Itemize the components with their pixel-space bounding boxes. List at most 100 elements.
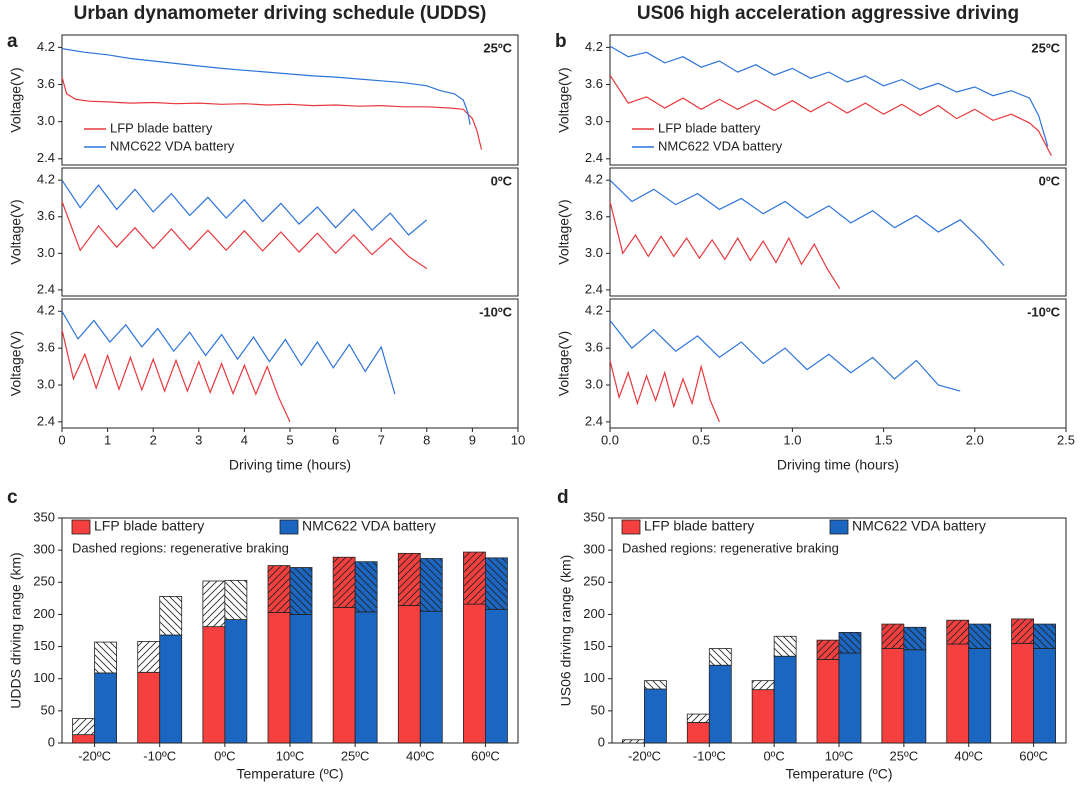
legend-label: LFP blade battery — [658, 120, 761, 135]
regen-bar — [463, 551, 486, 605]
y-tick-label: 350 — [33, 509, 55, 524]
x-tick-label: 25ºC — [341, 748, 370, 763]
y-tick-label: 2.4 — [37, 413, 55, 428]
voltage-line — [61, 310, 396, 395]
bar — [137, 671, 161, 744]
x-tick-label: 10ºC — [276, 748, 305, 763]
regen-bar — [332, 556, 356, 608]
x-tick-label: 3 — [195, 432, 202, 447]
regen-bar — [1033, 623, 1056, 649]
bar — [354, 611, 378, 744]
legend-label: NMC622 VDA battery — [110, 138, 235, 153]
panel-letter: d — [557, 487, 569, 508]
bar — [463, 603, 486, 744]
x-tick-label: 1.5 — [875, 432, 893, 447]
y-tick-label: 4.2 — [37, 172, 55, 187]
bar — [708, 664, 732, 744]
x-tick-label: 25ºC — [890, 748, 919, 763]
y-tick-label: 3.0 — [37, 113, 55, 128]
plot-frame — [61, 167, 519, 297]
x-tick-label: 1 — [104, 432, 111, 447]
plot-frame — [61, 34, 519, 166]
bar — [72, 734, 95, 744]
y-tick-label: 3.6 — [37, 76, 55, 91]
y-tick-label: 4.2 — [37, 303, 55, 318]
bar — [644, 688, 667, 744]
regen-bar — [1011, 618, 1034, 644]
panel-letter: a — [7, 31, 18, 52]
bar — [202, 626, 226, 744]
regen-bar — [751, 680, 775, 691]
y-tick-label: 3.0 — [585, 245, 603, 260]
regen-bar — [224, 579, 248, 620]
y-axis-label: UDDS driving range (km) — [8, 552, 24, 708]
y-tick-label: 50 — [41, 702, 55, 717]
y-tick-label: 3.6 — [585, 76, 603, 91]
voltage-line — [61, 48, 471, 125]
regen-bar — [816, 639, 840, 660]
bar — [289, 614, 313, 744]
bar — [686, 722, 710, 744]
regen-bar — [773, 635, 797, 657]
chart-title: Urban dynamometer driving schedule (UDDS… — [74, 3, 487, 24]
bar — [1033, 648, 1056, 744]
voltage-line — [61, 201, 428, 270]
temperature-label: -10ºC — [1027, 304, 1061, 319]
y-tick-label: 150 — [33, 638, 55, 653]
x-tick-label: -10ºC — [143, 748, 176, 763]
y-tick-label: 3.0 — [585, 113, 603, 128]
plot-frame — [609, 34, 1067, 166]
y-axis-label: Voltage(V) — [556, 199, 572, 264]
legend-label: LFP blade battery — [644, 518, 754, 534]
x-tick-label: 0ºC — [763, 748, 784, 763]
plot-frame — [61, 298, 519, 429]
bar — [903, 649, 927, 744]
x-tick-label: 9 — [469, 432, 476, 447]
bar — [946, 643, 970, 744]
y-tick-label: 300 — [33, 542, 55, 557]
y-tick-label: 200 — [583, 606, 605, 621]
y-tick-label: 150 — [583, 638, 605, 653]
legend-note: Dashed regions: regenerative braking — [622, 540, 839, 555]
x-tick-label: 6 — [332, 432, 339, 447]
voltage-line — [61, 179, 428, 236]
y-axis-label: Voltage(V) — [8, 199, 24, 264]
y-tick-label: 300 — [583, 542, 605, 557]
bar — [751, 689, 775, 744]
x-tick-label: 2.0 — [966, 432, 984, 447]
y-tick-label: 4.2 — [37, 39, 55, 54]
bar — [159, 634, 183, 744]
regen-bar — [397, 552, 421, 606]
regen-bar — [419, 558, 443, 612]
bar — [881, 648, 905, 744]
legend-label: LFP blade battery — [110, 120, 213, 135]
regen-bar — [622, 739, 645, 744]
x-tick-label: 10ºC — [825, 748, 854, 763]
x-tick-label: 0.5 — [692, 432, 710, 447]
bar — [94, 672, 117, 744]
x-tick-label: -10ºC — [693, 748, 726, 763]
chart-title: US06 high acceleration aggressive drivin… — [637, 3, 1019, 24]
voltage-line — [609, 179, 1005, 266]
voltage-line — [61, 329, 291, 423]
regen-bar — [838, 632, 862, 654]
y-tick-label: 3.0 — [37, 245, 55, 260]
regen-bar — [267, 565, 291, 613]
y-tick-label: 2.4 — [585, 413, 603, 428]
x-tick-label: 0 — [58, 432, 65, 447]
temperature-label: 0ºC — [491, 173, 513, 188]
y-tick-label: 0 — [598, 734, 605, 749]
x-tick-label: 40ºC — [406, 748, 435, 763]
y-axis-label: Voltage(V) — [8, 67, 24, 132]
bar — [485, 608, 508, 744]
y-tick-label: 2.4 — [37, 150, 55, 165]
y-tick-label: 0 — [48, 734, 55, 749]
voltage-line — [609, 74, 1052, 156]
voltage-line — [609, 360, 720, 423]
regen-bar — [946, 619, 970, 645]
regen-bar — [881, 623, 905, 649]
y-tick-label: 4.2 — [585, 303, 603, 318]
y-tick-label: 350 — [583, 509, 605, 524]
y-tick-label: 250 — [583, 574, 605, 589]
y-tick-label: 3.0 — [37, 376, 55, 391]
